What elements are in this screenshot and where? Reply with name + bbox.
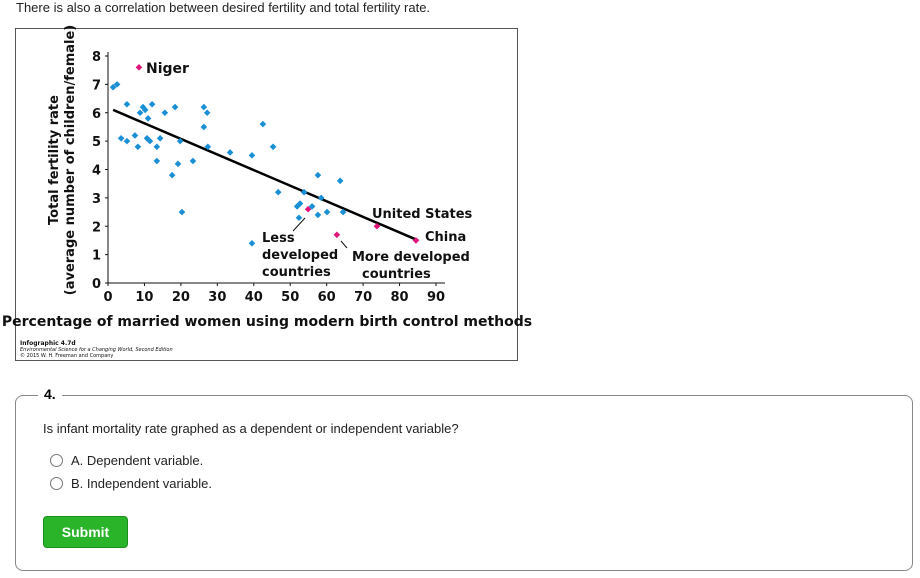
y-tick-label: 3	[92, 192, 101, 207]
radio[interactable]	[50, 454, 63, 467]
y-tick-label: 0	[92, 277, 101, 292]
y-tick-label: 8	[92, 50, 101, 65]
point	[109, 83, 117, 91]
point	[314, 171, 322, 179]
x-tick-label: 40	[245, 290, 263, 305]
point	[323, 208, 331, 216]
annotation: China	[425, 230, 466, 245]
point	[134, 143, 142, 151]
submit-button[interactable]: Submit	[43, 516, 128, 548]
point	[259, 120, 267, 128]
point	[176, 137, 184, 145]
point	[317, 194, 325, 202]
point	[248, 239, 256, 247]
point	[339, 208, 347, 216]
y-tick-label: 2	[92, 220, 101, 235]
y-tick-label: 4	[92, 164, 101, 179]
credit: Environmental Science for a Changing Wor…	[20, 347, 173, 353]
x-tick-label: 10	[135, 290, 153, 305]
pointer	[340, 240, 348, 249]
x-tick-label: 20	[172, 290, 190, 305]
point	[274, 188, 282, 196]
option[interactable]: B. Independent variable.	[50, 476, 212, 491]
annotation: More developed	[352, 250, 470, 265]
annotation: Less	[262, 231, 295, 246]
point	[168, 171, 176, 179]
point	[123, 137, 131, 145]
point	[123, 100, 131, 108]
y-tick-label: 7	[92, 78, 101, 93]
question-number: 4.	[38, 386, 62, 402]
annotation: Niger	[146, 61, 189, 77]
point	[148, 100, 156, 108]
x-tick-label: 50	[281, 290, 299, 305]
point	[293, 203, 301, 210]
figure-frame	[15, 28, 518, 361]
point	[153, 157, 161, 165]
trend-line	[112, 108, 419, 242]
x-tick-label: 80	[391, 290, 409, 305]
point	[336, 177, 344, 185]
point	[204, 143, 212, 151]
point	[412, 237, 420, 244]
point	[113, 81, 121, 88]
radio[interactable]	[50, 477, 63, 490]
point	[333, 231, 341, 239]
point	[200, 123, 208, 131]
x-tick-label: 70	[354, 290, 372, 305]
point	[189, 157, 197, 165]
point	[171, 103, 179, 111]
point	[117, 134, 125, 142]
option-label: A. Dependent variable.	[71, 453, 204, 468]
x-tick-label: 0	[103, 290, 112, 305]
y-tick-label: 5	[92, 135, 101, 150]
y-axis-label: (average number of children/female)	[63, 25, 78, 295]
point	[146, 137, 154, 145]
annotation: United States	[372, 207, 473, 222]
point	[141, 106, 149, 114]
point	[144, 115, 152, 122]
intro-text: There is also a correlation between desi…	[16, 0, 431, 15]
point	[314, 211, 322, 219]
point	[308, 203, 316, 210]
question-box: 4. Is infant mortality rate graphed as a…	[15, 386, 913, 571]
point	[295, 214, 303, 222]
annotation: developed	[262, 248, 338, 263]
point	[248, 152, 256, 159]
figure: Niger United States China Less developed…	[2, 25, 532, 361]
point	[156, 134, 164, 142]
point	[304, 205, 312, 213]
point	[143, 134, 151, 142]
annotation: countries	[262, 265, 331, 280]
point	[153, 143, 161, 151]
point	[174, 160, 182, 168]
credit: Infographic 4.7d	[20, 340, 76, 347]
point	[296, 200, 304, 207]
point	[269, 143, 277, 151]
point	[161, 109, 169, 117]
annotation: countries	[362, 267, 431, 282]
point	[200, 103, 208, 111]
pointer	[292, 217, 306, 232]
point	[373, 222, 381, 230]
point	[203, 109, 211, 117]
point	[178, 208, 186, 216]
point	[300, 188, 308, 196]
x-tick-label: 30	[208, 290, 226, 305]
option-label: B. Independent variable.	[71, 476, 212, 491]
x-axis-label: Percentage of married women using modern…	[2, 314, 532, 330]
point	[135, 64, 143, 71]
credit: © 2015 W. H. Freeman and Company	[20, 352, 113, 359]
point	[226, 149, 234, 156]
point	[131, 132, 139, 139]
option[interactable]: A. Dependent variable.	[50, 453, 203, 468]
y-axis-label: Total fertility rate	[47, 95, 62, 225]
x-tick-label: 90	[427, 290, 445, 305]
y-tick-label: 1	[92, 249, 101, 264]
point	[136, 109, 144, 117]
question-text: Is infant mortality rate graphed as a de…	[43, 421, 459, 436]
y-tick-label: 6	[92, 107, 101, 122]
x-tick-label: 60	[318, 290, 336, 305]
